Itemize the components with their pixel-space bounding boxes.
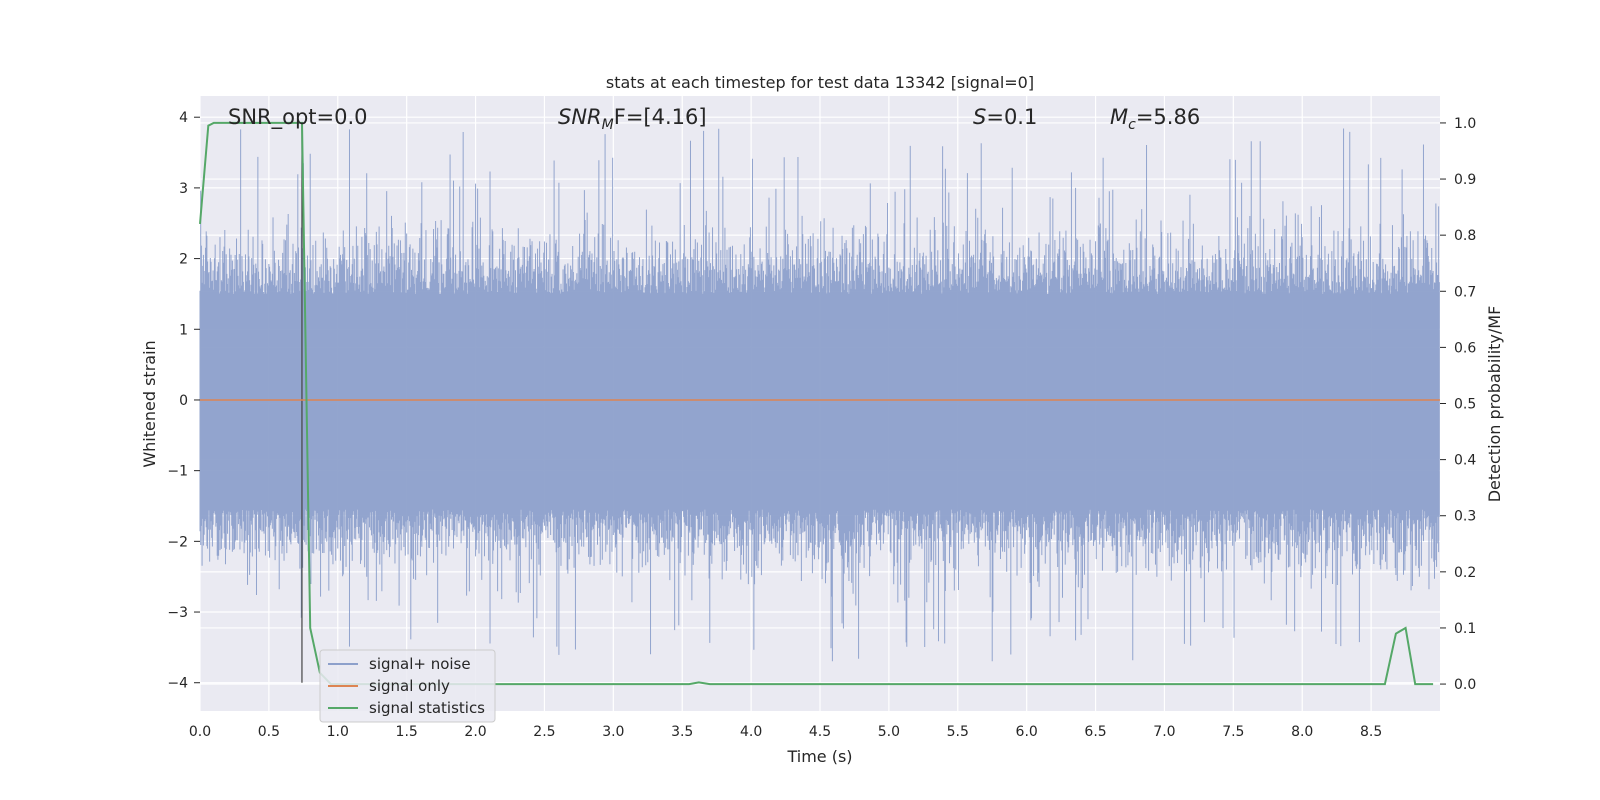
y-tick-label: −1 xyxy=(167,464,188,480)
y2-tick-label: 0.3 xyxy=(1454,509,1476,525)
annotation-s: S=0.1 xyxy=(973,105,1037,129)
y-tick-label: 1 xyxy=(179,322,188,338)
x-tick-label: 8.0 xyxy=(1291,724,1313,740)
x-axis-label: Time (s) xyxy=(786,747,852,766)
y2-tick-label: 0.9 xyxy=(1454,172,1476,188)
y2-tick-label: 1.0 xyxy=(1454,116,1476,132)
annotation-snr-mf-rest: F=[4.16] xyxy=(614,105,707,129)
annotation-s-rest: =0.1 xyxy=(986,105,1037,129)
y2-tick-label: 0.7 xyxy=(1454,284,1476,300)
legend-label-signal-statistics: signal statistics xyxy=(369,699,485,717)
annotation-snr-mf-sub: M xyxy=(602,117,614,133)
y2-tick-label: 0.0 xyxy=(1454,677,1476,693)
y-tick-label: −4 xyxy=(167,676,188,692)
y2-tick-label: 0.1 xyxy=(1454,621,1476,637)
y-tick-label: −2 xyxy=(167,534,188,550)
y-tick-label: 0 xyxy=(179,393,188,409)
x-tick-label: 8.5 xyxy=(1360,724,1382,740)
signal-statistics-series xyxy=(199,121,1434,686)
x-tick-label: 5.0 xyxy=(878,724,900,740)
y2-axis-label: Detection probability/MF xyxy=(1485,306,1504,503)
y2-tick-label: 0.8 xyxy=(1454,228,1476,244)
x-tick-label: 7.0 xyxy=(1153,724,1175,740)
legend-box xyxy=(319,649,496,723)
legend-label-signal-noise: signal+ noise xyxy=(369,655,471,673)
x-tick-label: 1.0 xyxy=(327,724,349,740)
x-tick-label: 4.5 xyxy=(809,724,831,740)
x-tick-label: 0.5 xyxy=(258,724,280,740)
x-tick-label: 3.0 xyxy=(602,724,624,740)
signal-statistics-line xyxy=(199,121,1434,686)
y2-tick-label: 0.4 xyxy=(1454,453,1476,469)
y-tick-label: 4 xyxy=(179,110,188,126)
legend-label-signal-only: signal only xyxy=(369,677,450,695)
legend: signal+ noise signal only signal statist… xyxy=(319,649,496,723)
y2-tick-label: 0.6 xyxy=(1454,340,1476,356)
x-tick-label: 3.5 xyxy=(671,724,693,740)
x-tick-label: 7.5 xyxy=(1222,724,1244,740)
chart-title: stats at each timestep for test data 133… xyxy=(606,73,1034,92)
x-tick-label: 6.0 xyxy=(1016,724,1038,740)
y-axis-label: Whitened strain xyxy=(140,340,159,467)
annotation-snr-opt: SNR_opt=0.0 xyxy=(228,105,368,130)
y2-tick-label: 0.2 xyxy=(1454,565,1476,581)
annotation-mc-rest: =5.86 xyxy=(1136,105,1200,129)
x-tick-label: 4.0 xyxy=(740,724,762,740)
annotation-mc-main: M xyxy=(1110,105,1128,129)
y-tick-label: −3 xyxy=(167,605,188,621)
annotation-mc-sub: c xyxy=(1128,117,1136,133)
annotation-mc: Mc=5.86 xyxy=(1110,105,1200,133)
x-tick-label: 2.0 xyxy=(464,724,486,740)
ticks: 0.0 0.5 1.0 1.5 2.0 2.5 3.0 3.5 4.0 4.5 5.0 5.5 6.0 6… xyxy=(167,110,1476,740)
y-tick-label: 2 xyxy=(179,252,188,268)
x-tick-label: 5.5 xyxy=(947,724,969,740)
x-tick-label: 0.0 xyxy=(189,724,211,740)
annotation-s-main: S xyxy=(973,105,986,129)
y2-tick-label: 0.5 xyxy=(1454,397,1476,413)
annotation-snr-mf-main: SNR xyxy=(558,105,602,129)
annotation-snr-mf: SNRMF=[4.16] xyxy=(558,105,707,133)
x-tick-label: 6.5 xyxy=(1084,724,1106,740)
x-tick-label: 1.5 xyxy=(396,724,418,740)
y-tick-label: 3 xyxy=(179,181,188,197)
x-tick-label: 2.5 xyxy=(533,724,555,740)
